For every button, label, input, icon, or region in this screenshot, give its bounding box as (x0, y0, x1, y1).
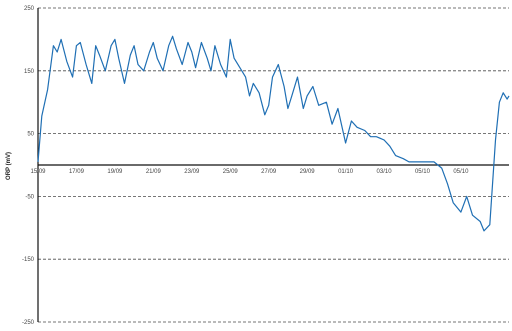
orp-series-line (37, 35, 510, 232)
x-tick-label: 01/10 (338, 169, 354, 175)
x-tick-labels: 15/09 17/09 19/09 21/09 23/09 25/09 27/09 29/09… (30, 169, 469, 175)
x-tick-label: 23/09 (184, 169, 200, 175)
grid-lines (38, 7, 509, 323)
series-layer (37, 35, 510, 232)
x-tick-label: 05/10 (453, 169, 469, 175)
x-tick-label: 27/09 (261, 169, 277, 175)
x-tick-label: 03/10 (377, 169, 393, 175)
y-tick-label: 150 (24, 69, 35, 75)
x-tick-label: 15/09 (30, 169, 46, 175)
x-tick-label: 25/09 (223, 169, 239, 175)
x-tick-label: 29/09 (300, 169, 316, 175)
y-axis-label: ORP (mV) (6, 152, 12, 180)
x-tick-label: 17/09 (69, 169, 85, 175)
x-tick-label: 19/09 (107, 169, 123, 175)
x-tick-label: 21/09 (146, 169, 162, 175)
y-tick-label: -50 (25, 194, 34, 200)
y-tick-label: 50 (27, 132, 34, 138)
y-tick-label: 250 (24, 6, 35, 12)
x-tick-label: 05/10 (415, 169, 431, 175)
y-tick-label: -150 (22, 257, 35, 263)
y-tick-label: -250 (22, 320, 35, 326)
y-tick-labels: 250 150 50 -50 -150 -250 (22, 6, 35, 326)
axes (37, 8, 509, 322)
